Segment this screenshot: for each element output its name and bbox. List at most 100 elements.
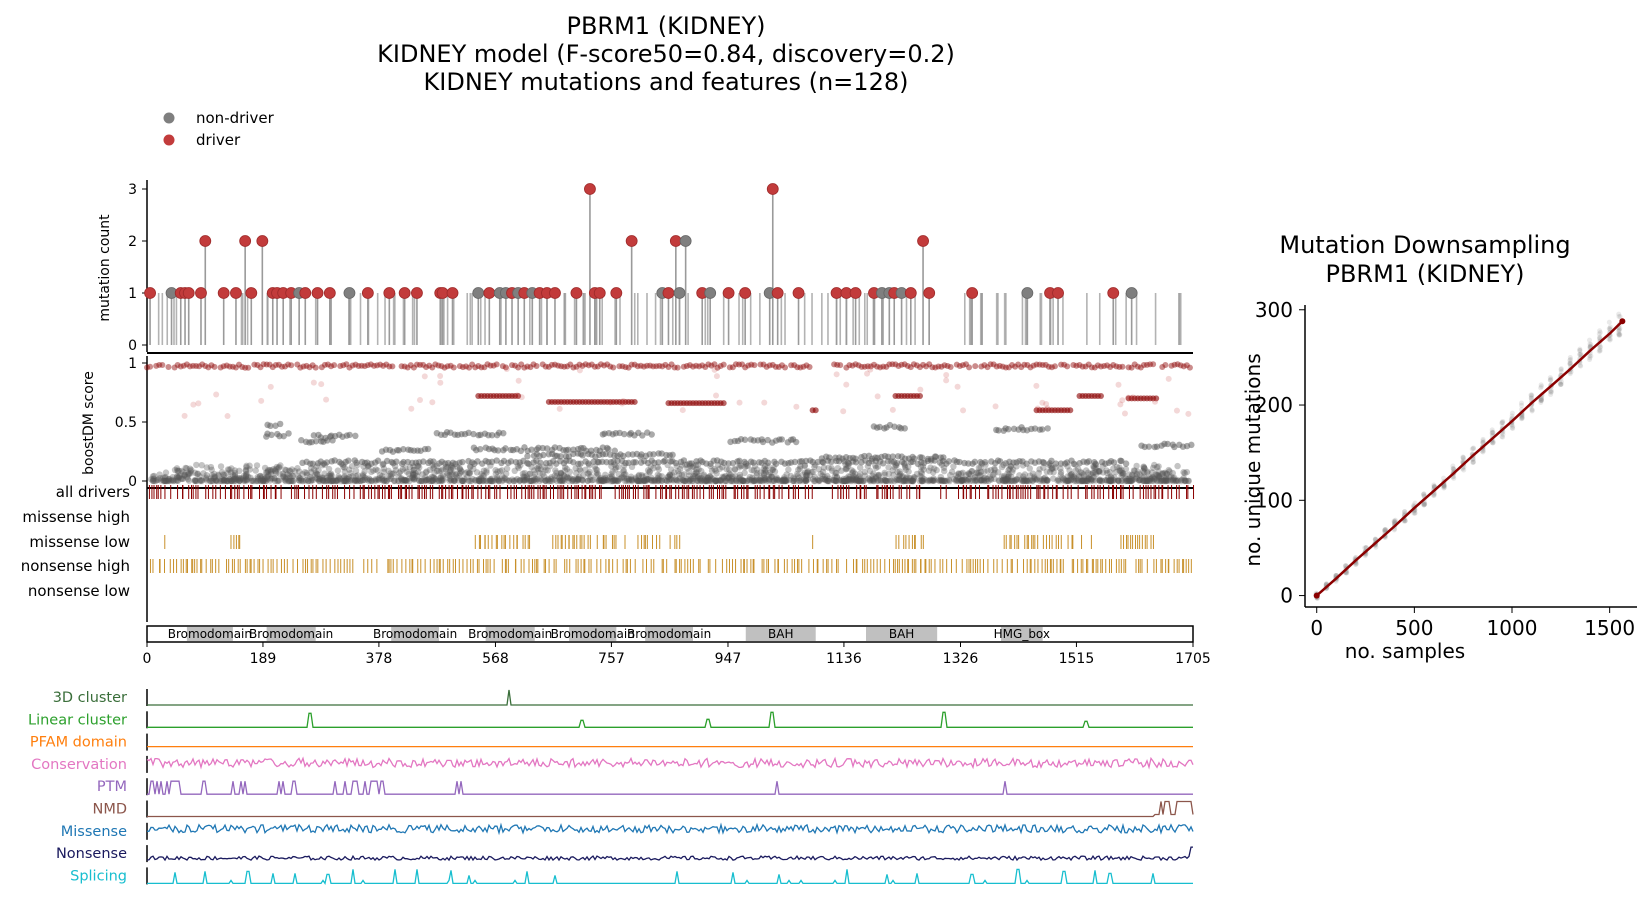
boostdm-point [968,467,976,475]
boostdm-point [502,445,509,452]
boostdm-point [739,477,747,485]
downsampling-ytick-label: 0 [1280,584,1293,608]
boostdm-point [162,477,170,485]
position-tick-label: 568 [482,651,509,667]
boostdm-point [243,476,251,483]
downsampling-title-line-1: Mutation Downsampling [1279,231,1570,259]
boostdm-point [794,470,801,478]
boostdm-point [1167,473,1175,480]
boostdm-point [318,381,325,388]
boostdm-point [1129,471,1136,478]
boostdm-point [1143,476,1150,484]
boostdm-point [857,470,864,477]
boostdm-point [446,472,453,479]
boostdm-point [1143,477,1151,485]
lollipop-head-driver [830,287,843,299]
boostdm-point [368,468,375,476]
boostdm-point [387,470,394,477]
boostdm-point [323,396,330,403]
boostdm-point [192,476,199,484]
boostdm-point [801,476,808,483]
boostdm-point [585,470,592,477]
downsampling-replicate-point [1606,319,1612,325]
boostdm-point [680,457,688,464]
boostdm-point [983,477,990,485]
boostdm-point [840,477,848,484]
boostdm-point [257,477,264,484]
boostdm-point [521,477,528,485]
boostdm-point [821,475,828,483]
boostdm-point [1036,477,1044,485]
boostdm-point [211,470,218,478]
boostdm-point [663,477,670,484]
boostdm-point [374,476,382,483]
boostdm-point [603,476,611,484]
boostdm-point [1019,477,1027,485]
lollipop-head-driver [446,287,459,299]
boostdm-point [806,363,813,370]
boostdm-point [309,476,317,484]
boostdm-point [1023,476,1030,484]
boostdm-point [589,476,597,484]
downsampling-replicate-point [1469,446,1475,452]
domain-label: HMG_box [994,627,1050,641]
boostdm-point [965,470,973,477]
position-tick-label: 1705 [1175,651,1211,667]
boostdm-point [518,394,525,401]
boostdm-point [218,477,225,485]
boostdm-point [959,476,967,484]
boostdm-point [612,476,619,483]
boostdm-point [267,383,274,390]
boostdm-point [444,469,451,477]
boostdm-point [706,473,713,480]
boostdm-point [312,364,319,371]
downsampling-replicate-point [1558,381,1564,387]
boostdm-point [395,477,403,485]
boostdm-point [328,477,335,485]
lollipop-head-driver [436,287,449,299]
boostdm-point [775,476,782,483]
boostdm-point [655,466,663,473]
boostdm-point [327,470,335,477]
lollipop-head-driver [766,183,779,195]
boostdm-point [249,477,256,484]
boostdm-point [601,476,609,484]
boostdm-point [860,477,867,485]
boostdm-point [282,475,289,483]
boostdm-point [901,477,908,484]
boostdm-point [832,477,840,484]
boostdm-point [820,464,828,471]
boostdm-point [952,472,960,479]
boostdm-point [722,472,729,480]
boostdm-point [737,476,745,484]
boostdm-point [929,469,937,476]
boostdm-point [809,468,817,476]
boostdm-point [632,459,639,466]
boostdm-point [1084,476,1091,483]
boostdm-point [365,475,373,482]
boostdm-point [1066,467,1073,474]
boostdm-point [268,475,276,482]
boostdm-point [751,362,758,369]
boostdm-point [290,477,297,485]
boostdm-point [959,476,966,483]
boostdm-point [400,476,408,484]
boostdm-point [456,470,464,477]
boostdm-point [401,477,409,484]
lollipop-head-driver [411,287,423,299]
boostdm-point [411,474,418,481]
boostdm-point [165,477,172,484]
boostdm-point [692,472,699,480]
boostdm-point [1034,405,1041,412]
boostdm-point [1001,477,1008,485]
boostdm-point [676,465,684,473]
boostdm-point [666,471,673,479]
legend-label-non-driver: non-driver [196,109,275,127]
boostdm-point [413,472,421,480]
boostdm-point [920,477,927,485]
feature-track-line [146,846,1193,862]
boostdm-point [937,477,945,484]
boostdm-point [194,470,201,478]
boostdm-point [765,477,773,485]
boostdm-point [1108,477,1116,485]
